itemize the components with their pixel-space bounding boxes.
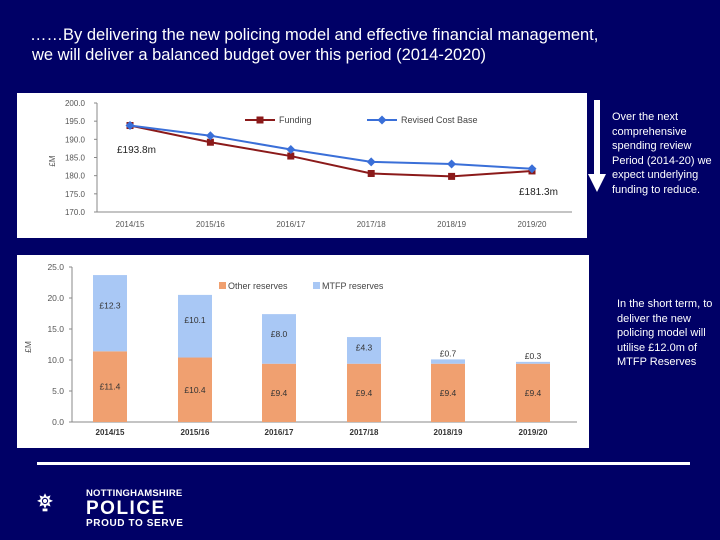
y-tick-label: 180.0 [65,172,86,181]
legend-revised-label: Revised Cost Base [401,115,478,125]
bar-mtfp-label: £0.7 [440,348,457,358]
y-tick-label: 15.0 [47,324,64,334]
down-arrow-icon [588,100,606,192]
revised-cost-base-point [286,145,296,155]
bar-mtfp-label: £10.1 [184,315,206,325]
bar-mtfp-reserves [93,275,127,352]
funding-line-chart: 170.0 175.0 180.0 185.0 190.0 195.0 200.0 £M 201… [48,99,572,229]
x-tick-label: 2018/19 [437,220,466,229]
y-tick-label: 195.0 [65,117,86,126]
bar-mtfp-reserves [347,337,381,364]
x-tick-label: 2019/20 [518,220,547,229]
x-tick-label: 2019/20 [519,428,548,437]
x-tick-label: 2015/16 [181,428,210,437]
revised-cost-base-point [205,131,215,141]
revised-cost-base-point [366,157,376,167]
x-tick-label: 2017/18 [350,428,379,437]
bar-other-label: £10.4 [184,385,206,395]
bar-mtfp-reserves [178,294,212,358]
annotation-start: £193.8m [117,145,156,156]
x-tick-label: 2014/15 [96,428,125,437]
bar-other-reserves [516,363,550,422]
bar-other-reserves [178,357,212,422]
y-tick-label: 185.0 [65,154,86,163]
funding-point [206,138,214,146]
bar-other-label: £9.4 [356,388,373,398]
series-line-revised-cost-base [129,124,533,170]
legend-funding-marker [256,116,264,124]
title-line-1: ……By delivering the new policing model a… [30,26,599,44]
bar-other-label: £9.4 [440,388,457,398]
bar-mtfp-reserves [516,361,550,364]
bar-other-label: £9.4 [525,388,542,398]
reserves-bar-chart-panel: 0.0 5.0 10.0 15.0 20.0 25.0 £M £11.4 £12.3 2014/1… [17,255,589,448]
x-tick-label: 2015/16 [196,220,225,229]
annotation-end: £181.3m [519,187,558,198]
brand-block: NOTTINGHAMSHIRE POLICE PROUD TO SERVE [86,488,184,529]
y-tick-label: 0.0 [52,417,64,427]
x-tick-label: 2016/17 [276,220,305,229]
bar-mtfp-reserves [262,314,296,364]
y-tick-label: 190.0 [65,135,86,144]
spending-review-note: Over the next comprehensive spending rev… [612,111,712,196]
brand-police: POLICE [86,498,166,519]
y-tick-label: 10.0 [47,355,64,365]
bar-mtfp-label: £0.3 [525,351,542,361]
bar-mtfp-label: £8.0 [271,329,288,339]
bar-mtfp-reserves [431,359,465,364]
legend-mtfp-swatch [313,282,320,289]
x-tick-label: 2017/18 [357,220,386,229]
y-axis-label: £M [23,341,33,353]
y-tick-label: 200.0 [65,99,86,108]
funding-point [448,172,456,180]
y-tick-label: 5.0 [52,386,64,396]
bar-mtfp-label: £4.3 [356,343,373,353]
y-tick-label: 20.0 [47,293,64,303]
bar-mtfp-label: £12.3 [99,301,121,311]
y-axis-label: £M [48,155,57,166]
divider-rule [37,462,690,465]
bar-other-reserves [347,363,381,422]
bar-other-reserves [431,363,465,422]
legend-revised-marker [377,115,387,125]
legend-mtfp-label: MTFP reserves [322,281,384,291]
bar-other-label: £11.4 [100,382,121,392]
funding-point [367,169,375,177]
brand-county: NOTTINGHAMSHIRE [86,488,183,499]
funding-line-chart-panel: 170.0 175.0 180.0 185.0 190.0 195.0 200.0 £M 201… [17,93,587,238]
legend-other-swatch [219,282,226,289]
series-line-funding [129,124,533,178]
reserves-bar-chart: 0.0 5.0 10.0 15.0 20.0 25.0 £M £11.4 £12.3 2014/1… [23,262,577,437]
y-tick-label: 170.0 [65,208,86,217]
bar-other-reserves [262,363,296,422]
police-crest-icon [37,493,53,512]
title-line-2: we will deliver a balanced budget over t… [32,46,487,64]
x-tick-label: 2016/17 [265,428,294,437]
revised-cost-base-point [447,159,457,169]
y-tick-label: 175.0 [65,190,86,199]
legend-funding-label: Funding [279,115,312,125]
bar-other-label: £9.4 [271,388,288,398]
revised-cost-base-point [527,164,537,174]
y-tick-label: 25.0 [47,262,64,272]
slide-title: ……By delivering the new policing model a… [30,25,690,65]
x-tick-label: 2018/19 [434,428,463,437]
bar-other-reserves [93,351,127,422]
brand-tagline: PROUD TO SERVE [86,518,184,529]
legend-other-label: Other reserves [228,281,288,291]
reserves-note: In the short term, to deliver the new po… [617,298,713,368]
x-tick-label: 2014/15 [116,220,145,229]
funding-point [287,152,295,160]
